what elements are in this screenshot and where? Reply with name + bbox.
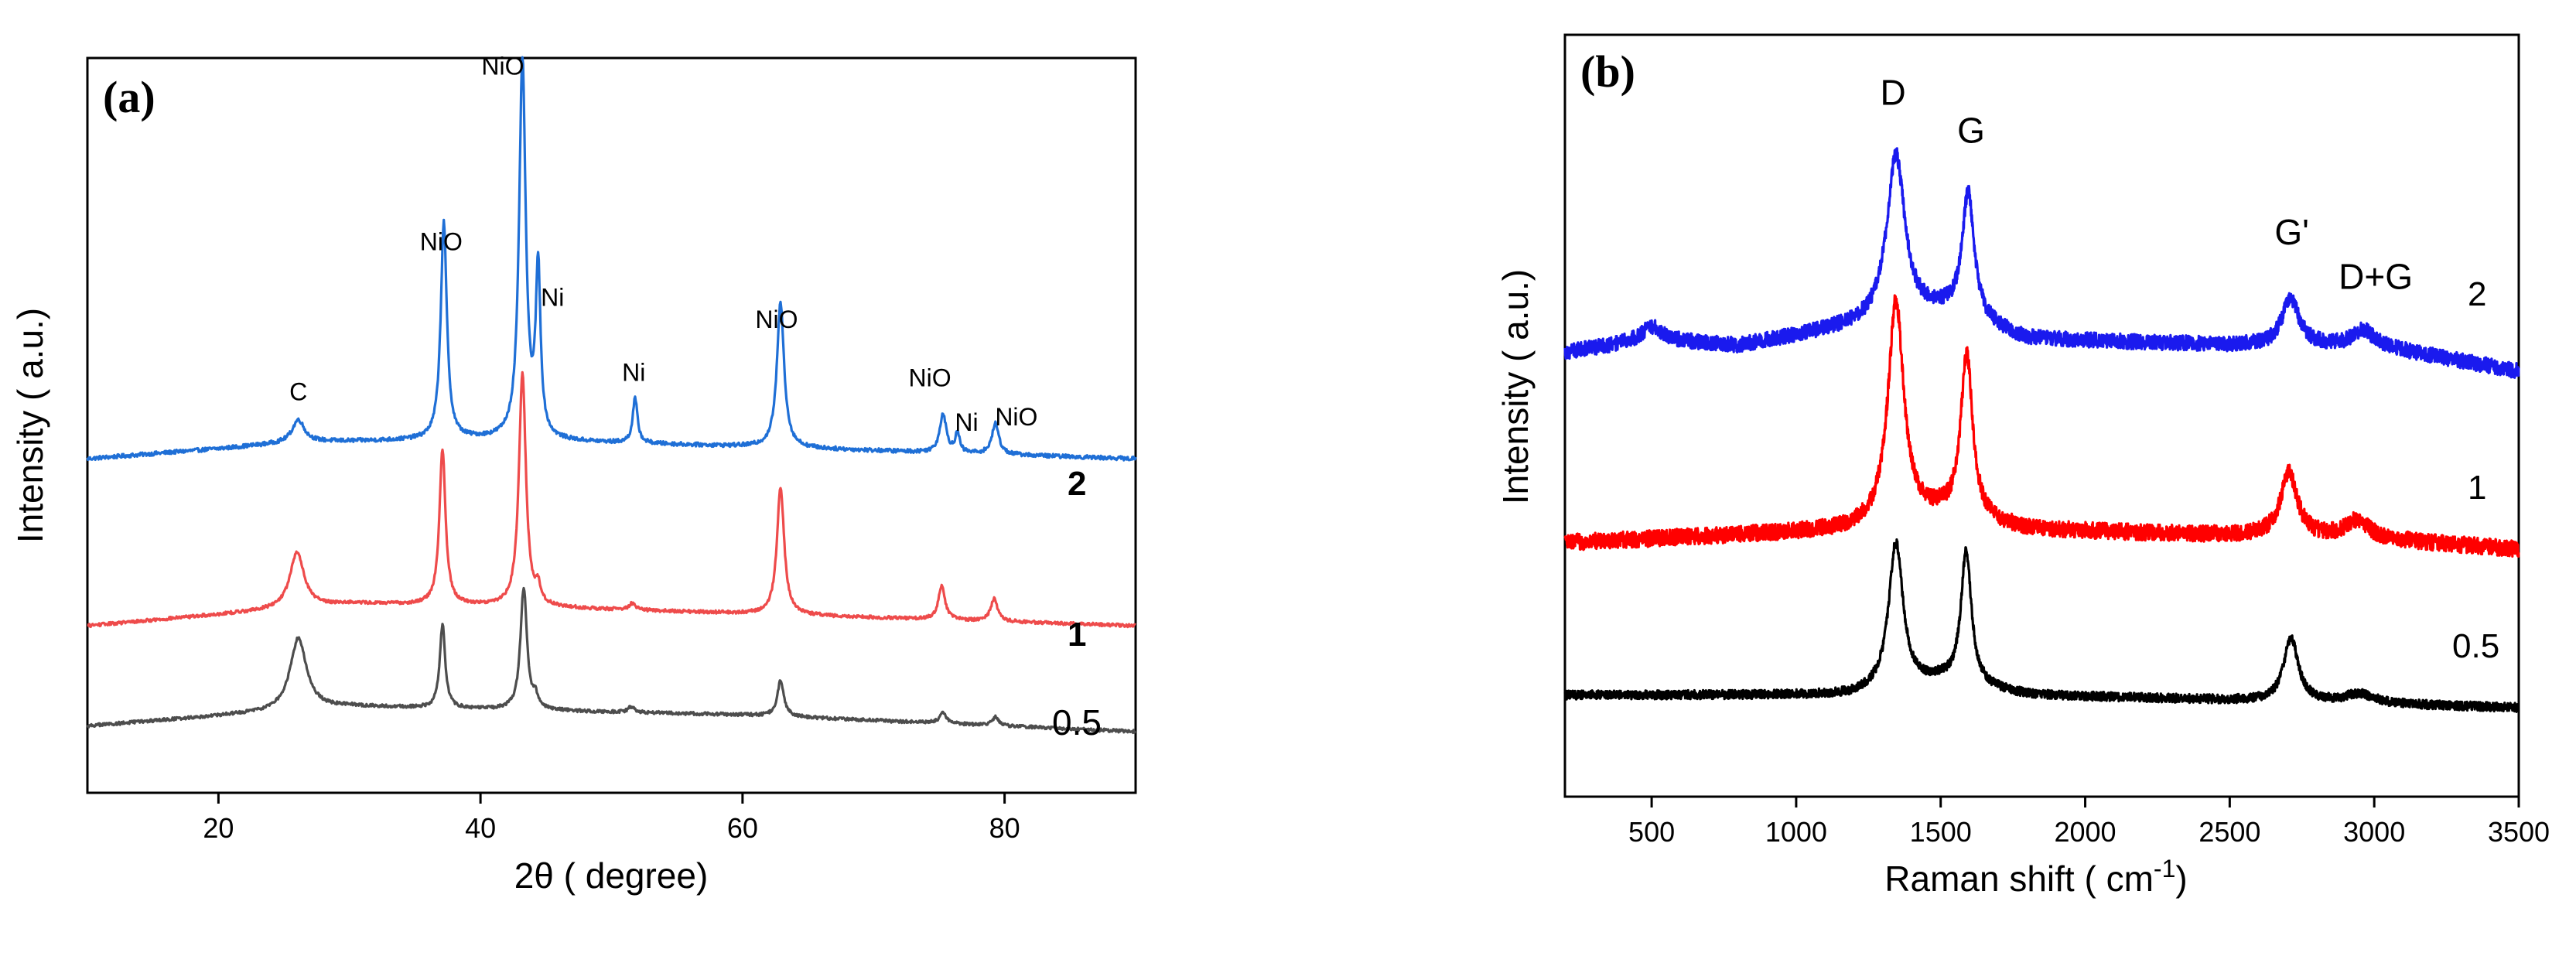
- series-line-2: [1563, 147, 2520, 379]
- series-line-1: [87, 370, 1136, 629]
- peak-label: NiO: [420, 227, 463, 255]
- panel-a-y-axis-label: Intensity ( a.u.): [10, 308, 50, 543]
- peak-label: NiO: [909, 364, 951, 392]
- series-line-1: [1563, 294, 2520, 558]
- panel-b-curves: [1563, 147, 2520, 713]
- peak-label: G': [2274, 212, 2309, 252]
- panel-b-x-axis-label-superscript: -1: [2154, 855, 2175, 883]
- panel-b-frame: [1563, 33, 2520, 798]
- x-tick-label: 40: [465, 812, 496, 844]
- panel-a-frame: [86, 56, 1137, 794]
- x-tick-label: 20: [203, 812, 234, 844]
- panel-b-annotations: D G G' D+G: [1880, 72, 2413, 296]
- panel-b-x-axis-label: Raman shift ( cm-1): [1884, 855, 2187, 899]
- peak-label: NiO: [481, 53, 524, 80]
- peak-label: D+G: [2339, 256, 2413, 296]
- peak-label: Ni: [955, 408, 978, 436]
- series-label-0.5: 0.5: [2452, 627, 2499, 665]
- panel-b-x-axis-label-text: Raman shift ( cm: [1884, 859, 2154, 899]
- panel-a-tag: (a): [103, 72, 155, 122]
- series-label-1: 1: [1068, 616, 1086, 654]
- series-line-0.5: [86, 586, 1136, 735]
- x-tick-label: 3000: [2343, 816, 2405, 848]
- panel-a-curves: [86, 56, 1137, 735]
- x-tick-label: 3500: [2488, 816, 2550, 848]
- x-tick-label: 500: [1628, 816, 1675, 848]
- panel-a-x-axis-label: 2θ ( degree): [514, 855, 709, 896]
- x-tick-label: 1000: [1765, 816, 1827, 848]
- x-tick-label: 80: [989, 812, 1020, 844]
- series-label-0.5: 0.5: [1052, 702, 1102, 743]
- series-label-2: 2: [1068, 465, 1086, 503]
- peak-label: G: [1957, 111, 1985, 151]
- panel-b-series-labels: 210.5: [2452, 275, 2499, 665]
- panel-b-y-axis-label: Intensity ( a.u.): [1495, 269, 1536, 504]
- panel-a-series-labels: 210.5: [1052, 465, 1102, 743]
- peak-label: D: [1880, 72, 1905, 112]
- panel-b-tag: (b): [1580, 46, 1635, 97]
- peak-label: NiO: [995, 403, 1037, 431]
- peak-label: C: [289, 378, 307, 406]
- peak-label: Ni: [541, 283, 564, 311]
- series-label-2: 2: [2468, 275, 2486, 313]
- panel-b-raman: (b) 500 1000 1500 2000 2500 3000 3500 DGG'D+G …: [1495, 33, 2550, 899]
- x-tick-label: 60: [727, 812, 758, 844]
- peak-label: Ni: [622, 358, 645, 386]
- panel-b-x-ticks: 500 1000 1500 2000 2500 3000 3500: [1628, 797, 2550, 848]
- series-label-1: 1: [2468, 469, 2486, 507]
- x-tick-label: 1500: [1910, 816, 1972, 848]
- x-tick-label: 2000: [2054, 816, 2116, 848]
- x-tick-label: 2500: [2198, 816, 2260, 848]
- peak-label: NiO: [755, 306, 798, 333]
- series-line-0.5: [1563, 538, 2520, 713]
- panel-b-x-axis-label-close: ): [2175, 859, 2187, 899]
- series-line-2: [86, 56, 1137, 462]
- panel-a-x-ticks: 20 40 60 80: [203, 793, 1020, 844]
